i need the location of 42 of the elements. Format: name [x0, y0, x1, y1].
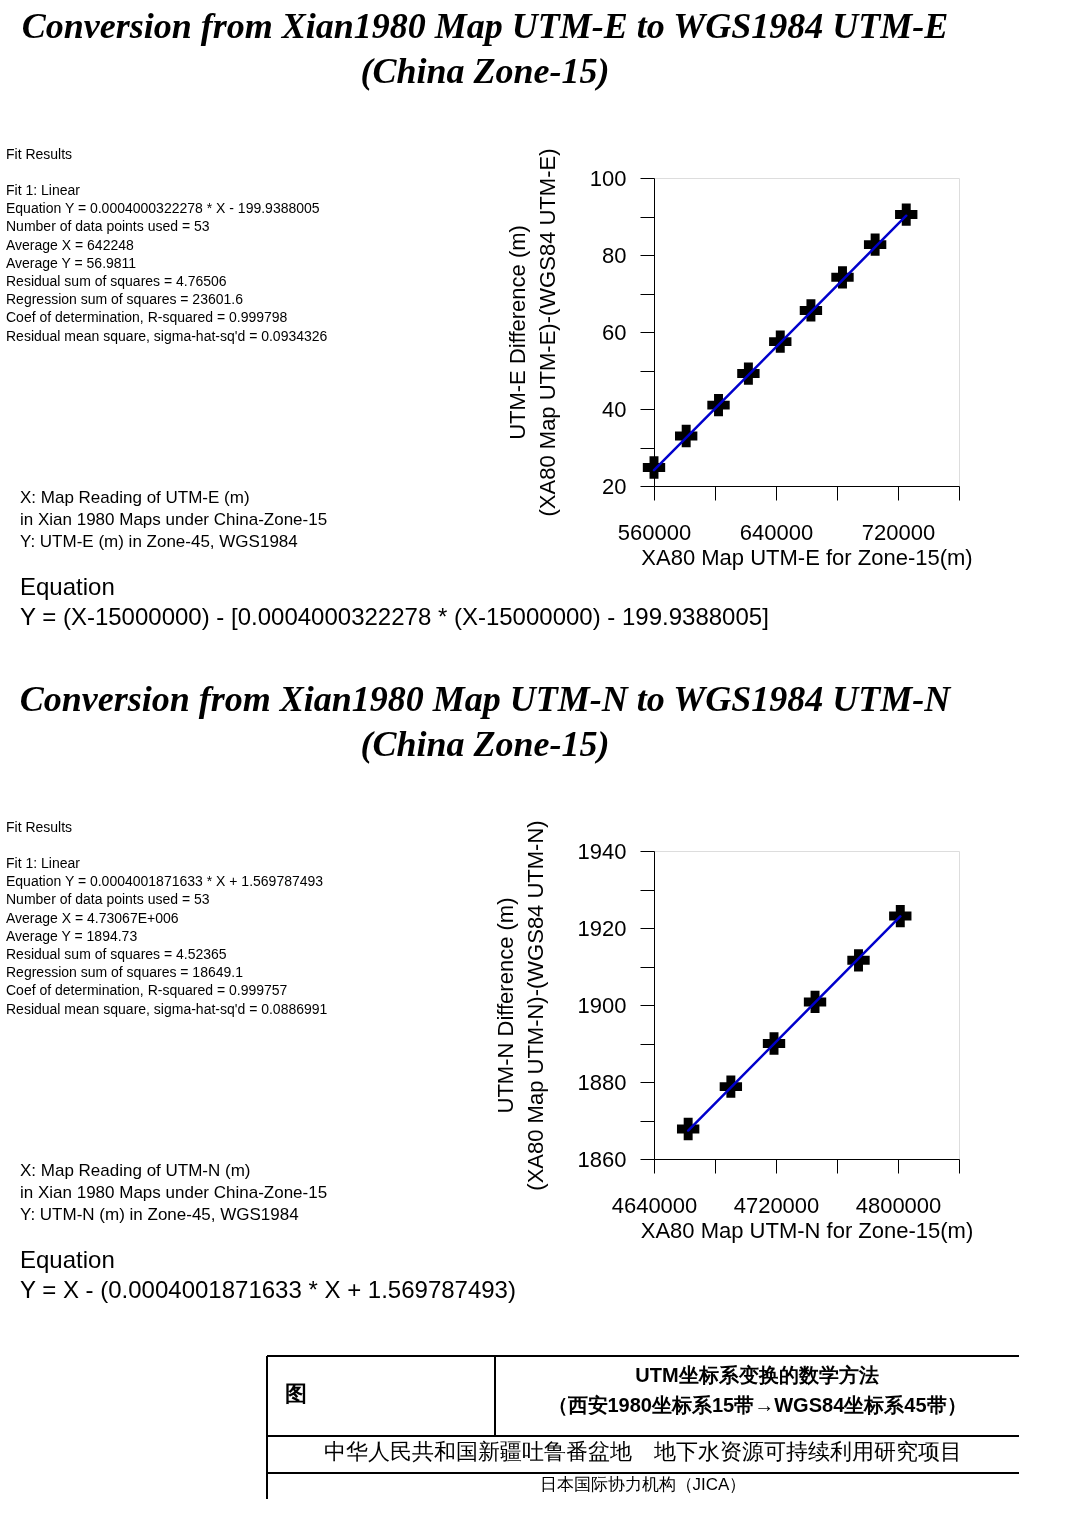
- x-axis-title: XA80 Map UTM-N for Zone-15(m): [640, 1217, 974, 1243]
- y-tick-label: 1880: [577, 1069, 627, 1095]
- text: （西安1980坐标系15带→WGS84坐标系45带）: [547, 1394, 967, 1416]
- text: 日本国际协力机构（JICA）: [539, 1475, 747, 1494]
- text: X: Map Reading of UTM-N (m) in Xian 1980 Maps under China-Zone-15 Y: UTM-N (m) in Zone-45, WGS1984: [20, 1161, 328, 1225]
- x-tick-label: 4800000: [855, 1192, 942, 1218]
- y-tick-label: 40: [602, 396, 627, 422]
- text: Equation: [20, 573, 115, 600]
- text: X: Map Reading of UTM-E (m) in Xian 1980 Maps under China-Zone-15 Y: UTM-E (m) in Zone-45, WGS1984: [20, 488, 328, 552]
- y-tick-label: 80: [602, 242, 627, 268]
- y-tick-label: 20: [602, 473, 627, 499]
- y-tick-label: 1920: [577, 915, 627, 941]
- text: Equation: [20, 1246, 115, 1273]
- chart-title: Conversion from Xian1980 Map UTM-E to WGS1984 UTM-E (China Zone-15): [21, 6, 949, 91]
- x-axis-title: XA80 Map UTM-E for Zone-15(m): [641, 544, 973, 570]
- point: [895, 203, 918, 226]
- y-axis-title: UTM-E Difference (m) (XA80 Map UTM-E)-(WGS84 UTM-E): [504, 148, 560, 517]
- text: 图: [285, 1381, 307, 1406]
- y-tick-label: 100: [589, 165, 627, 191]
- y-tick-label: 60: [602, 319, 627, 345]
- text: Fit 1: Linear Equation Y = 0.0004001871633 * X + 1.569787493 Number of data points used = 53 Average X = 4.73067E+006 Average Y = 1894.73 Residual sum of squares = 4.52365 Regression sum of squares = 18649.1 Coef of determination, R-squared = 0.999757 Residual mean square, sigma-hat-sq'd = 0.0886991: [6, 855, 328, 1017]
- y-tick-label: 1900: [577, 992, 627, 1018]
- point: [769, 330, 792, 353]
- text: UTM坐标系变换的数学方法: [635, 1364, 879, 1386]
- text: Y = (X-15000000) - [0.0004000322278 * (X-15000000) - 199.9388005]: [20, 603, 769, 630]
- y-tick-label: 1940: [577, 838, 627, 864]
- point: [642, 456, 666, 479]
- chart-title: Conversion from Xian1980 Map UTM-N to WGS1984 UTM-N (China Zone-15): [19, 679, 953, 764]
- x-tick-label: 4720000: [733, 1192, 820, 1218]
- text: Fit Results: [6, 819, 73, 835]
- y-tick-label: 1860: [577, 1146, 627, 1172]
- text: Fit 1: Linear Equation Y = 0.0004000322278 * X - 199.9388005 Number of data points used = 53 Average X = 642248 Average Y = 56.9811 Residual sum of squares = 4.76506 Regression sum of squares = 23601.6 Coef of determination, R-squared = 0.999798 Residual mean square, sigma-hat-sq'd = 0.0934326: [6, 182, 328, 344]
- point: [847, 949, 870, 972]
- text: Y = X - (0.0004001871633 * X + 1.569787493): [20, 1276, 516, 1303]
- x-tick-label: 720000: [861, 519, 936, 545]
- text: Fit Results: [6, 146, 73, 162]
- point: [889, 904, 912, 928]
- y-axis-title: UTM-N Difference (m) (XA80 Map UTM-N)-(WGS84 UTM-N): [492, 820, 548, 1191]
- text: 中华人民共和国新疆吐鲁番盆地 地下水资源可持续利用研究项目: [324, 1439, 962, 1464]
- x-tick-label: 640000: [739, 519, 814, 545]
- x-tick-label: 560000: [617, 519, 692, 545]
- x-tick-label: 4640000: [611, 1192, 698, 1218]
